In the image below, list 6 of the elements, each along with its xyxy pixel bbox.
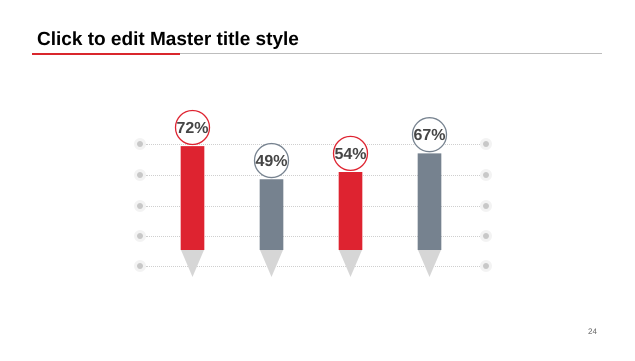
data-label: 67% [413,127,446,144]
text: 24 [588,327,597,336]
chart-title: Click to edit Master title style [37,29,299,51]
data-label: 49% [255,152,288,170]
data-label: 54% [334,146,367,163]
data-label: 72% [176,120,209,137]
